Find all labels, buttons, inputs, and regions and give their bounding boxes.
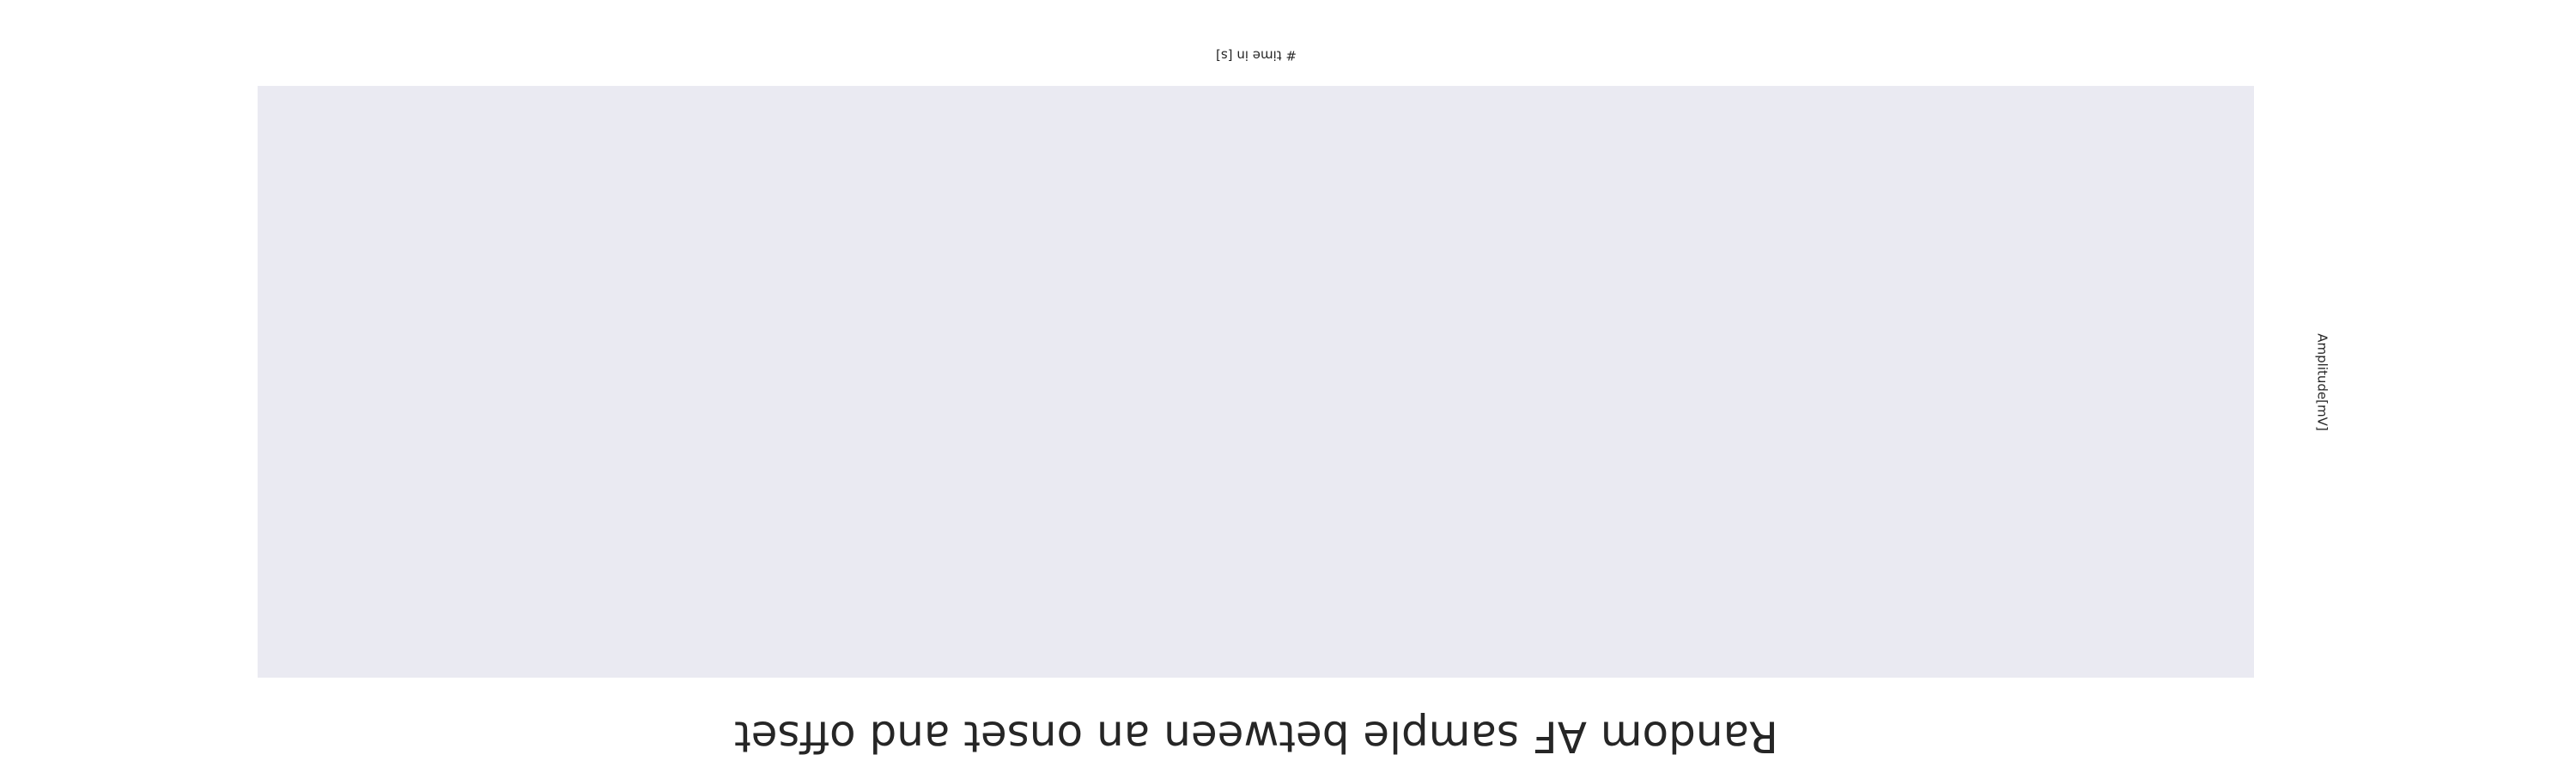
plot-background <box>258 86 2254 678</box>
y-axis-label: Amplitude[mV] <box>2315 333 2330 430</box>
x-axis-label: # time in [s] <box>1216 48 1297 64</box>
rotated-chart: Random AF sample between an onset and of… <box>258 48 2330 762</box>
chart-title: Random AF sample between an onset and of… <box>734 712 1778 762</box>
labels: Random AF sample between an onset and of… <box>734 48 2330 762</box>
